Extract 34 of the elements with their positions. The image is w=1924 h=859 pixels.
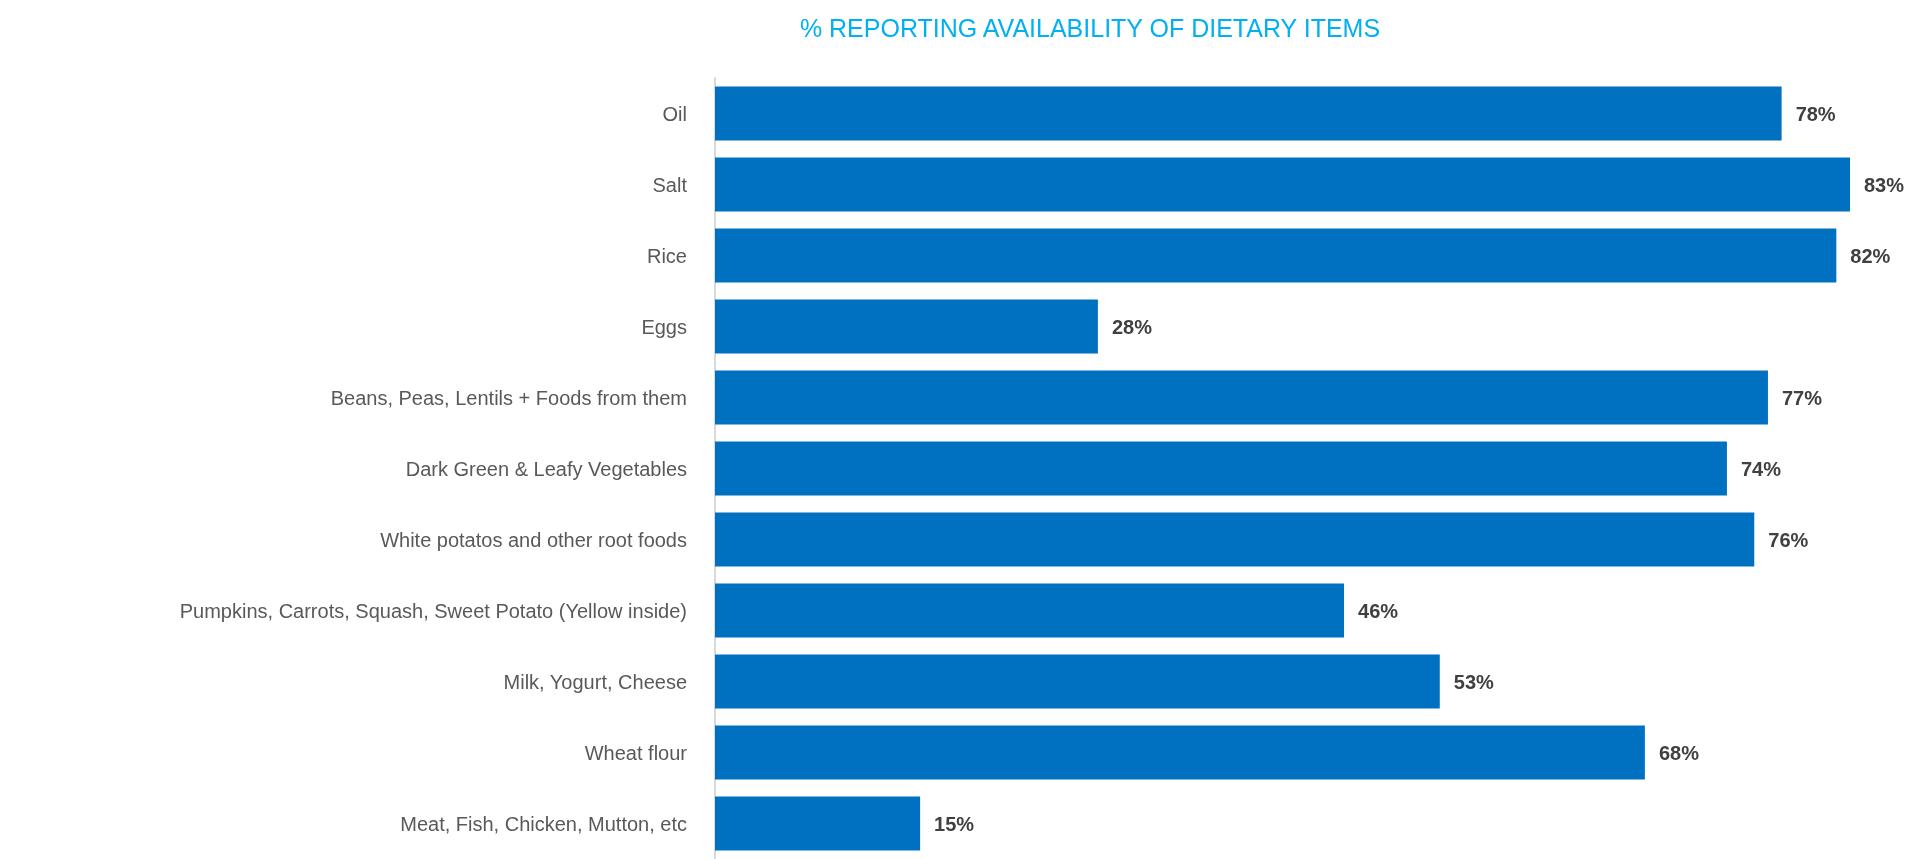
y-tick-label: Wheat flour	[584, 741, 688, 764]
chart-title: % REPORTING AVAILABILITY OF DIETARY ITEMS	[799, 13, 1381, 42]
y-tick-label: Beans, Peas, Lentils + Foods from them	[330, 386, 687, 409]
data-label: 28%	[1111, 315, 1153, 338]
data-label: 53%	[1453, 670, 1495, 693]
bar	[715, 583, 1345, 638]
y-tick-label: Rice	[646, 244, 687, 267]
y-tick-label: White potatos and other root foods	[380, 528, 687, 551]
bar	[715, 299, 1098, 354]
bar	[715, 86, 1782, 141]
y-tick-label: Dark Green & Leafy Vegetables	[405, 457, 687, 480]
data-label: 46%	[1358, 599, 1399, 622]
data-label: 78%	[1795, 102, 1836, 125]
data-label: 83%	[1864, 173, 1905, 196]
data-label: 68%	[1658, 741, 1700, 764]
data-label: 74%	[1740, 457, 1782, 480]
y-tick-label: Salt	[652, 173, 688, 196]
bar	[715, 725, 1645, 780]
bar	[715, 370, 1768, 425]
y-tick-label: Oil	[662, 102, 687, 125]
y-tick-label: Meat, Fish, Chicken, Mutton, etc	[400, 812, 687, 835]
data-label: 15%	[934, 812, 975, 835]
y-tick-label: Eggs	[641, 315, 687, 338]
data-label: 77%	[1781, 386, 1823, 409]
data-label: 82%	[1850, 244, 1891, 267]
bar	[715, 441, 1727, 496]
data-label: 76%	[1768, 528, 1809, 551]
bar	[715, 796, 921, 851]
y-tick-label: Milk, Yogurt, Cheese	[503, 670, 687, 693]
bar	[715, 654, 1440, 709]
bar	[715, 228, 1837, 283]
y-tick-label: Pumpkins, Carrots, Squash, Sweet Potato (Yellow inside)	[179, 599, 687, 622]
bar	[715, 512, 1755, 567]
bar	[715, 157, 1850, 212]
